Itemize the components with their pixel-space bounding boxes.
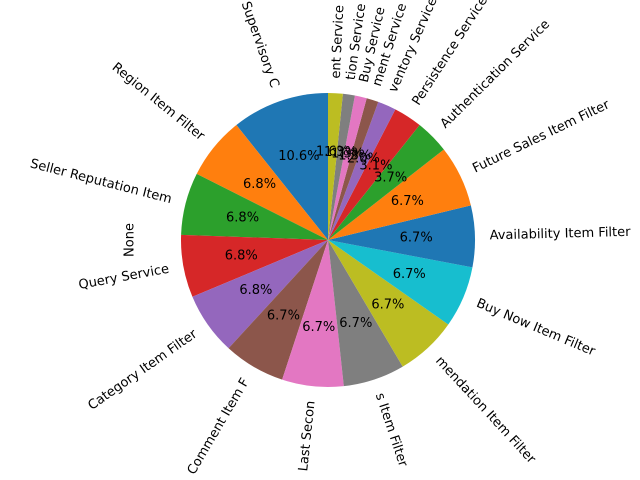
y-axis-label: None xyxy=(123,223,138,257)
slice-label: Category Item Filter xyxy=(85,326,200,413)
percent-label: 6.7% xyxy=(391,194,424,209)
slice-label: ent Service xyxy=(329,5,348,79)
percent-label: 1.6% xyxy=(316,144,349,159)
pie-slice xyxy=(328,109,420,240)
pie-slice xyxy=(236,93,328,240)
pie-slice xyxy=(328,125,444,240)
pie-slice xyxy=(328,98,379,240)
percent-label: 10.6% xyxy=(278,149,319,164)
slice-label: Region Item Filter xyxy=(109,60,208,144)
percent-labels: 10.6%6.8%6.8%6.8%6.8%6.7%6.7% 6.7%6.7%6.7… xyxy=(225,144,433,335)
percent-label: 6.7% xyxy=(371,297,404,312)
slice-label: Supervisory C xyxy=(238,0,282,90)
pie-slice xyxy=(328,149,471,240)
percent-label: 1.3% xyxy=(338,148,371,163)
percent-label: 6.7% xyxy=(267,309,300,324)
percent-label: 6.8% xyxy=(226,211,259,226)
percent-label: 3.1% xyxy=(359,158,392,173)
pie-slice xyxy=(328,240,403,387)
percent-label: 1.3% xyxy=(324,145,357,160)
pie-slice xyxy=(228,240,328,380)
pie-slice xyxy=(181,234,328,297)
pie-slice xyxy=(181,173,328,240)
pie-slice xyxy=(196,125,328,240)
pie-slice xyxy=(328,205,476,268)
percent-label: 6.7% xyxy=(400,230,433,245)
slice-label: Availability Item Filter xyxy=(489,225,631,244)
pie-slice xyxy=(328,240,473,325)
slice-label: mendation Item Filter xyxy=(432,354,539,468)
percent-label: 6.7% xyxy=(393,267,426,282)
pie-slice xyxy=(328,101,396,241)
percent-label: 6.8% xyxy=(243,177,276,192)
slice-label: Query Service xyxy=(77,262,170,293)
pie-slice xyxy=(282,240,344,388)
slice-label: s Item Filter xyxy=(372,391,411,469)
slice-label: Seller Reputation Item xyxy=(28,157,173,208)
pie-slice xyxy=(328,93,343,240)
pie-slice xyxy=(328,93,355,240)
slice-label: Buy Now Item Filter xyxy=(474,296,598,360)
percent-label: 1.3% xyxy=(331,147,364,162)
slice-label: Last Secon xyxy=(296,400,318,472)
pie-slice xyxy=(328,95,367,240)
percent-label: 3.7% xyxy=(374,170,407,185)
slice-label: Comment Item F xyxy=(185,376,253,478)
pie-slices xyxy=(181,93,476,388)
pie-slice xyxy=(192,240,328,349)
percent-label: 6.8% xyxy=(239,283,272,298)
percent-label: 6.7% xyxy=(339,316,372,331)
percent-label: 6.8% xyxy=(225,248,258,263)
percent-label: 2.0% xyxy=(347,152,380,167)
slice-label: Future Sales Item Filter xyxy=(470,97,612,176)
percent-label: 6.7% xyxy=(302,320,335,335)
pie-slice xyxy=(328,240,449,367)
